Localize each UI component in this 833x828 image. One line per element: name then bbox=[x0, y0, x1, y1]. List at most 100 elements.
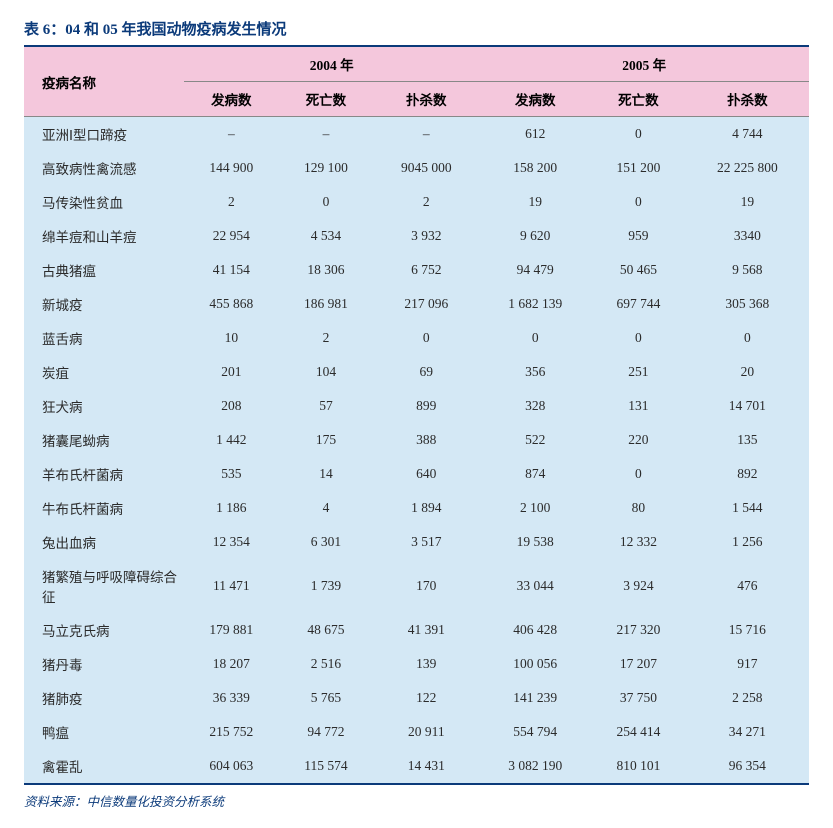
cell-value: 12 354 bbox=[184, 525, 279, 559]
table-row: 新城疫455 868186 981217 0961 682 139697 744… bbox=[24, 287, 809, 321]
table-row: 亚洲Ⅰ型口蹄疫–––61204 744 bbox=[24, 117, 809, 152]
cell-name: 高致病性禽流感 bbox=[24, 151, 184, 185]
cell-value: 41 154 bbox=[184, 253, 279, 287]
table-row: 鸭瘟215 75294 77220 911554 794254 41434 27… bbox=[24, 715, 809, 749]
cell-value: 50 465 bbox=[591, 253, 686, 287]
cell-value: 535 bbox=[184, 457, 279, 491]
cell-value: 220 bbox=[591, 423, 686, 457]
cell-value: 14 bbox=[279, 457, 374, 491]
cell-value: 19 bbox=[479, 185, 591, 219]
cell-value: 1 186 bbox=[184, 491, 279, 525]
cell-name: 羊布氏杆菌病 bbox=[24, 457, 184, 491]
cell-value: 18 207 bbox=[184, 647, 279, 681]
cell-value: 2 100 bbox=[479, 491, 591, 525]
cell-value: 115 574 bbox=[279, 749, 374, 783]
table-row: 炭疽2011046935625120 bbox=[24, 355, 809, 389]
col-year-2005: 2005 年 bbox=[479, 47, 809, 82]
cell-value: 6 752 bbox=[373, 253, 479, 287]
cell-value: 0 bbox=[591, 117, 686, 152]
cell-value: 151 200 bbox=[591, 151, 686, 185]
cell-value: 2 516 bbox=[279, 647, 374, 681]
cell-value: 41 391 bbox=[373, 613, 479, 647]
cell-value: 305 368 bbox=[686, 287, 809, 321]
cell-value: 170 bbox=[373, 559, 479, 613]
cell-value: 215 752 bbox=[184, 715, 279, 749]
cell-value: 0 bbox=[373, 321, 479, 355]
cell-value: 36 339 bbox=[184, 681, 279, 715]
cell-value: 19 bbox=[686, 185, 809, 219]
table-row: 蓝舌病1020000 bbox=[24, 321, 809, 355]
table-row: 猪肺疫36 3395 765122141 23937 7502 258 bbox=[24, 681, 809, 715]
cell-value: 1 256 bbox=[686, 525, 809, 559]
cell-value: 522 bbox=[479, 423, 591, 457]
table-wrap: 疫病名称 2004 年 2005 年 发病数 死亡数 扑杀数 发病数 死亡数 扑… bbox=[24, 45, 809, 785]
cell-value: 201 bbox=[184, 355, 279, 389]
cell-value: 37 750 bbox=[591, 681, 686, 715]
cell-value: 604 063 bbox=[184, 749, 279, 783]
table-row: 绵羊痘和山羊痘22 9544 5343 9329 6209593340 bbox=[24, 219, 809, 253]
cell-value: 15 716 bbox=[686, 613, 809, 647]
cell-value: 10 bbox=[184, 321, 279, 355]
cell-value: 899 bbox=[373, 389, 479, 423]
cell-value: 208 bbox=[184, 389, 279, 423]
cell-value: 6 301 bbox=[279, 525, 374, 559]
table-row: 牛布氏杆菌病1 18641 8942 100801 544 bbox=[24, 491, 809, 525]
cell-name: 狂犬病 bbox=[24, 389, 184, 423]
cell-value: 0 bbox=[686, 321, 809, 355]
table-row: 狂犬病2085789932813114 701 bbox=[24, 389, 809, 423]
cell-value: 122 bbox=[373, 681, 479, 715]
col-2004-culled: 扑杀数 bbox=[373, 82, 479, 117]
cell-value: 0 bbox=[591, 185, 686, 219]
cell-value: 96 354 bbox=[686, 749, 809, 783]
cell-name: 兔出血病 bbox=[24, 525, 184, 559]
cell-value: – bbox=[184, 117, 279, 152]
cell-value: 158 200 bbox=[479, 151, 591, 185]
cell-value: 18 306 bbox=[279, 253, 374, 287]
cell-value: 328 bbox=[479, 389, 591, 423]
cell-value: 48 675 bbox=[279, 613, 374, 647]
cell-value: 22 954 bbox=[184, 219, 279, 253]
cell-value: 3 924 bbox=[591, 559, 686, 613]
table-title: 表 6：04 和 05 年我国动物疫病发生情况 bbox=[24, 18, 809, 39]
cell-name: 古典猪瘟 bbox=[24, 253, 184, 287]
table-row: 猪丹毒18 2072 516139100 05617 207917 bbox=[24, 647, 809, 681]
cell-value: 80 bbox=[591, 491, 686, 525]
cell-value: 175 bbox=[279, 423, 374, 457]
table-row: 高致病性禽流感144 900129 1009045 000158 200151 … bbox=[24, 151, 809, 185]
cell-value: 874 bbox=[479, 457, 591, 491]
cell-name: 猪肺疫 bbox=[24, 681, 184, 715]
cell-value: 186 981 bbox=[279, 287, 374, 321]
col-year-2004: 2004 年 bbox=[184, 47, 479, 82]
cell-value: 57 bbox=[279, 389, 374, 423]
table-row: 古典猪瘟41 15418 3066 75294 47950 4659 568 bbox=[24, 253, 809, 287]
cell-value: 94 772 bbox=[279, 715, 374, 749]
cell-value: 356 bbox=[479, 355, 591, 389]
cell-value: 22 225 800 bbox=[686, 151, 809, 185]
cell-value: 19 538 bbox=[479, 525, 591, 559]
cell-value: 959 bbox=[591, 219, 686, 253]
cell-name: 新城疫 bbox=[24, 287, 184, 321]
cell-value: 254 414 bbox=[591, 715, 686, 749]
cell-value: 1 739 bbox=[279, 559, 374, 613]
cell-value: 388 bbox=[373, 423, 479, 457]
cell-value: – bbox=[373, 117, 479, 152]
cell-value: 612 bbox=[479, 117, 591, 152]
cell-value: – bbox=[279, 117, 374, 152]
cell-value: 100 056 bbox=[479, 647, 591, 681]
table-row: 禽霍乱604 063115 57414 4313 082 190810 1019… bbox=[24, 749, 809, 783]
cell-value: 251 bbox=[591, 355, 686, 389]
table-row: 猪繁殖与呼吸障碍综合征11 4711 73917033 0443 924476 bbox=[24, 559, 809, 613]
cell-value: 892 bbox=[686, 457, 809, 491]
cell-value: 104 bbox=[279, 355, 374, 389]
cell-value: 3 932 bbox=[373, 219, 479, 253]
table-head: 疫病名称 2004 年 2005 年 发病数 死亡数 扑杀数 发病数 死亡数 扑… bbox=[24, 47, 809, 117]
table-body: 亚洲Ⅰ型口蹄疫–––61204 744高致病性禽流感144 900129 100… bbox=[24, 117, 809, 784]
cell-value: 697 744 bbox=[591, 287, 686, 321]
col-2005-cases: 发病数 bbox=[479, 82, 591, 117]
cell-value: 0 bbox=[279, 185, 374, 219]
cell-value: 129 100 bbox=[279, 151, 374, 185]
cell-value: 406 428 bbox=[479, 613, 591, 647]
source-line: 资料来源：中信数量化投资分析系统 bbox=[24, 791, 809, 810]
cell-value: 144 900 bbox=[184, 151, 279, 185]
cell-value: 1 544 bbox=[686, 491, 809, 525]
